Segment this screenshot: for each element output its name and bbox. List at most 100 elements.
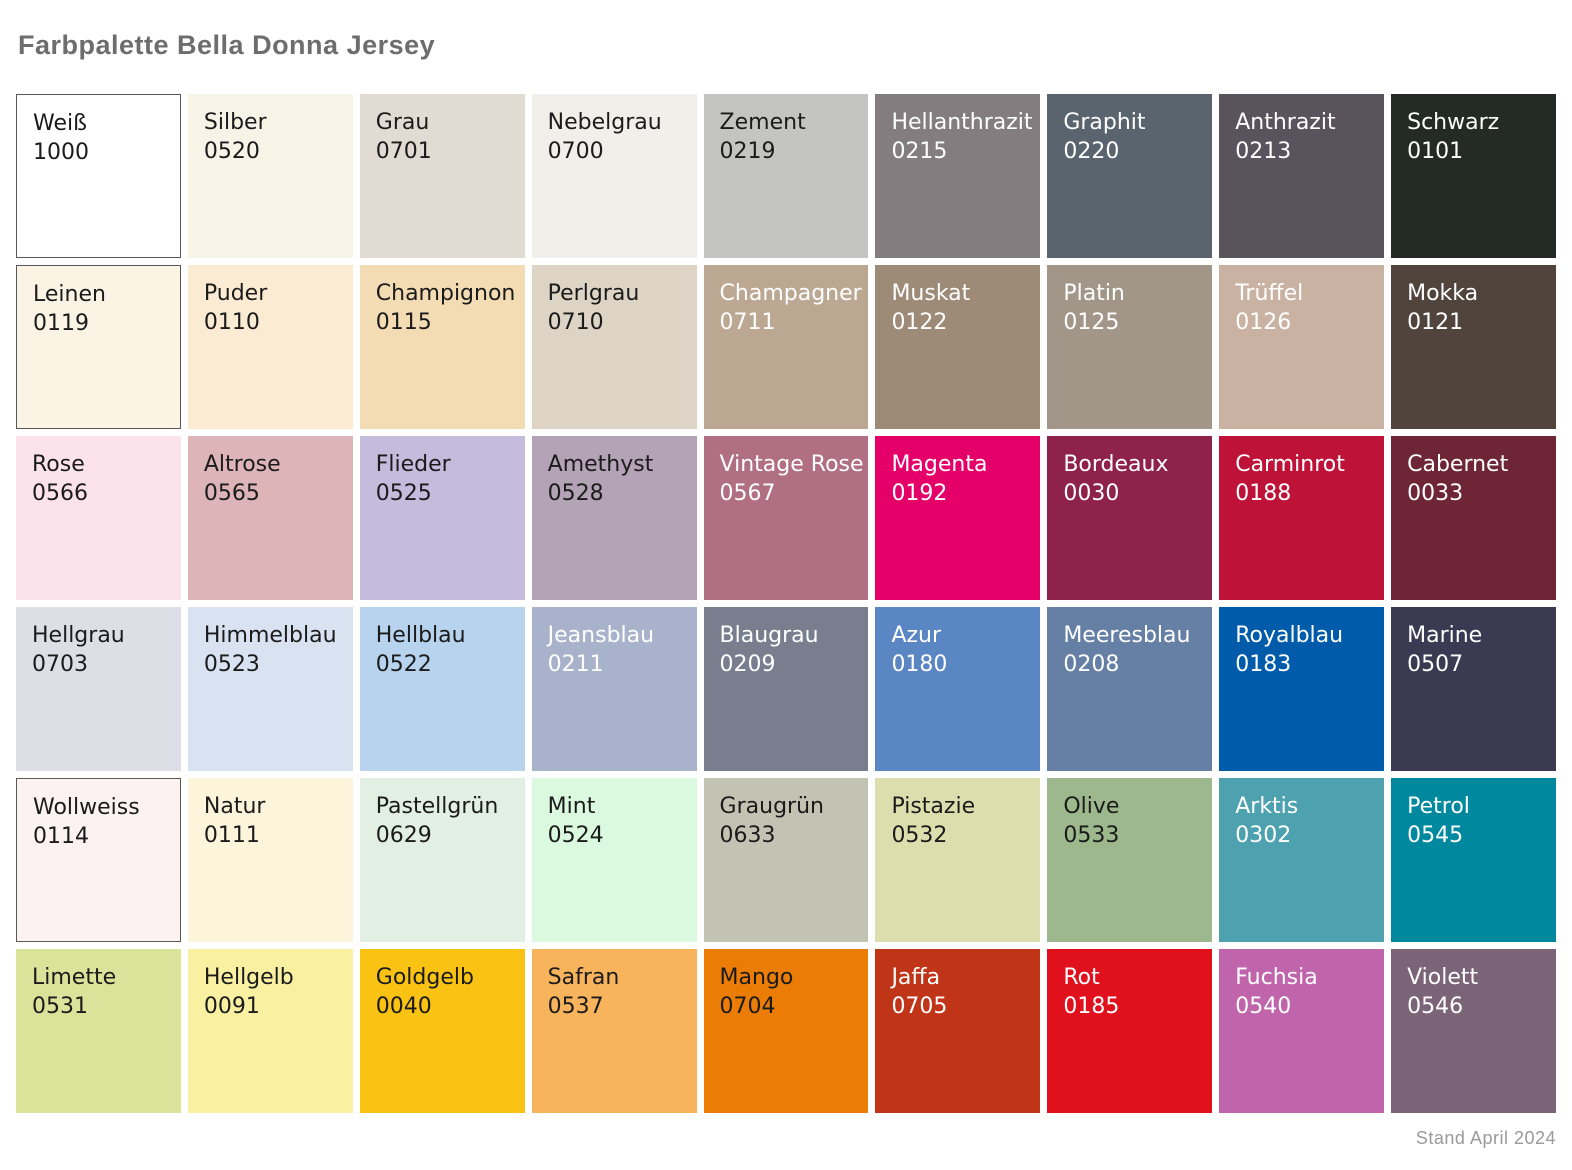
swatch-name: Fuchsia bbox=[1235, 965, 1318, 990]
swatch-0213: Anthrazit 0213 bbox=[1219, 94, 1385, 258]
swatch-0633: Graugrün 0633 bbox=[703, 778, 869, 942]
swatch-code: 0192 bbox=[891, 481, 948, 506]
swatch-0211: Jeansblau 0211 bbox=[531, 607, 697, 771]
swatch-name: Amethyst bbox=[547, 452, 654, 477]
swatch-0528: Amethyst 0528 bbox=[531, 436, 697, 600]
swatch-code: 0701 bbox=[375, 139, 432, 164]
swatch-name: Petrol bbox=[1407, 794, 1470, 819]
swatch-code: 0030 bbox=[1063, 481, 1120, 506]
swatch-0520: Silber 0520 bbox=[187, 94, 353, 258]
swatch-0111: Natur 0111 bbox=[187, 778, 353, 942]
swatch-code: 0114 bbox=[33, 824, 89, 849]
swatch-name: Goldgelb bbox=[375, 965, 474, 990]
swatch-0507: Marine 0507 bbox=[1391, 607, 1556, 771]
swatch-name: Muskat bbox=[891, 281, 971, 306]
swatch-code: 0101 bbox=[1407, 139, 1464, 164]
swatch-code: 0523 bbox=[203, 652, 260, 677]
swatch-0705: Jaffa 0705 bbox=[875, 949, 1041, 1113]
swatch-name: Graugrün bbox=[719, 794, 824, 819]
swatch-name: Natur bbox=[203, 794, 266, 819]
swatch-code: 0033 bbox=[1407, 481, 1464, 506]
swatch-code: 0533 bbox=[1063, 823, 1120, 848]
swatch-code: 0208 bbox=[1063, 652, 1120, 677]
swatch-name: Vintage Rose bbox=[719, 452, 864, 477]
swatch-name: Bordeaux bbox=[1063, 452, 1169, 477]
swatch-code: 0704 bbox=[719, 994, 776, 1019]
swatch-0126: Trüffel 0126 bbox=[1219, 265, 1385, 429]
swatch-0121: Mokka 0121 bbox=[1391, 265, 1556, 429]
swatch-name: Cabernet bbox=[1407, 452, 1509, 477]
swatch-0700: Nebelgrau 0700 bbox=[531, 94, 697, 258]
swatch-0122: Muskat 0122 bbox=[875, 265, 1041, 429]
swatch-name: Azur bbox=[891, 623, 942, 648]
swatch-0110: Puder 0110 bbox=[187, 265, 353, 429]
swatch-code: 0710 bbox=[547, 310, 604, 335]
swatch-name: Leinen bbox=[33, 282, 106, 307]
footer-date: Stand April 2024 bbox=[1415, 1128, 1556, 1148]
swatch-name: Magenta bbox=[891, 452, 988, 477]
swatch-1000: Weiß 1000 bbox=[16, 94, 181, 258]
swatch-0565: Altrose 0565 bbox=[187, 436, 353, 600]
swatch-name: Champagner bbox=[719, 281, 862, 306]
swatch-name: Rot bbox=[1063, 965, 1100, 990]
swatch-code: 0091 bbox=[203, 994, 260, 1019]
swatch-0040: Goldgelb 0040 bbox=[359, 949, 525, 1113]
swatch-name: Royalblau bbox=[1235, 623, 1344, 648]
swatch-0566: Rose 0566 bbox=[16, 436, 181, 600]
swatch-0208: Meeresblau 0208 bbox=[1047, 607, 1213, 771]
swatch-name: Jaffa bbox=[891, 965, 941, 990]
swatch-name: Hellblau bbox=[375, 623, 466, 648]
swatch-code: 0566 bbox=[32, 481, 88, 506]
swatch-name: Silber bbox=[203, 110, 267, 135]
swatch-name: Olive bbox=[1063, 794, 1120, 819]
swatch-0220: Graphit 0220 bbox=[1047, 94, 1213, 258]
swatch-name: Puder bbox=[203, 281, 268, 306]
swatch-code: 0115 bbox=[375, 310, 432, 335]
swatch-0215: Hellanthrazit 0215 bbox=[875, 94, 1041, 258]
swatch-0545: Petrol 0545 bbox=[1391, 778, 1556, 942]
swatch-code: 0121 bbox=[1407, 310, 1464, 335]
swatch-name: Blaugrau bbox=[719, 623, 819, 648]
swatch-code: 0111 bbox=[203, 823, 260, 848]
swatch-code: 0215 bbox=[891, 139, 948, 164]
swatch-code: 0567 bbox=[719, 481, 776, 506]
swatch-0115: Champignon 0115 bbox=[359, 265, 525, 429]
swatch-name: Flieder bbox=[375, 452, 451, 477]
swatch-code: 0525 bbox=[375, 481, 432, 506]
swatch-code: 0188 bbox=[1235, 481, 1292, 506]
swatch-0091: Hellgelb 0091 bbox=[187, 949, 353, 1113]
swatch-name: Platin bbox=[1063, 281, 1125, 306]
swatch-name: Limette bbox=[32, 965, 117, 990]
swatch-name: Hellgelb bbox=[203, 965, 294, 990]
swatch-code: 0545 bbox=[1407, 823, 1464, 848]
swatch-name: Mango bbox=[719, 965, 794, 990]
color-palette-grid: Weiß 1000 Silber 0520 Grau 0701 Nebelgrau 0700 Z… bbox=[16, 94, 1556, 1113]
swatch-0567: Vintage Rose 0567 bbox=[703, 436, 869, 600]
swatch-name: Mokka bbox=[1407, 281, 1479, 306]
swatch-0524: Mint 0524 bbox=[531, 778, 697, 942]
swatch-name: Meeresblau bbox=[1063, 623, 1191, 648]
swatch-name: Trüffel bbox=[1235, 281, 1304, 306]
swatch-0185: Rot 0185 bbox=[1047, 949, 1213, 1113]
swatch-name: Violett bbox=[1407, 965, 1479, 990]
swatch-code: 0531 bbox=[32, 994, 88, 1019]
page-title: Farbpalette Bella Donna Jersey bbox=[18, 30, 436, 60]
swatch-0192: Magenta 0192 bbox=[875, 436, 1041, 600]
swatch-0533: Olive 0533 bbox=[1047, 778, 1213, 942]
swatch-0188: Carminrot 0188 bbox=[1219, 436, 1385, 600]
swatch-name: Carminrot bbox=[1235, 452, 1345, 477]
swatch-0525: Flieder 0525 bbox=[359, 436, 525, 600]
swatch-name: Rose bbox=[32, 452, 85, 477]
swatch-0114: Wollweiss 0114 bbox=[16, 778, 181, 942]
swatch-0180: Azur 0180 bbox=[875, 607, 1041, 771]
swatch-0302: Arktis 0302 bbox=[1219, 778, 1385, 942]
swatch-code: 0700 bbox=[547, 139, 604, 164]
swatch-name: Champignon bbox=[375, 281, 516, 306]
swatch-name: Safran bbox=[547, 965, 620, 990]
swatch-name: Weiß bbox=[33, 111, 87, 136]
swatch-name: Schwarz bbox=[1407, 110, 1500, 135]
swatch-name: Hellanthrazit bbox=[891, 110, 1033, 135]
swatch-name: Perlgrau bbox=[547, 281, 640, 306]
swatch-code: 0040 bbox=[375, 994, 432, 1019]
swatch-0030: Bordeaux 0030 bbox=[1047, 436, 1213, 600]
